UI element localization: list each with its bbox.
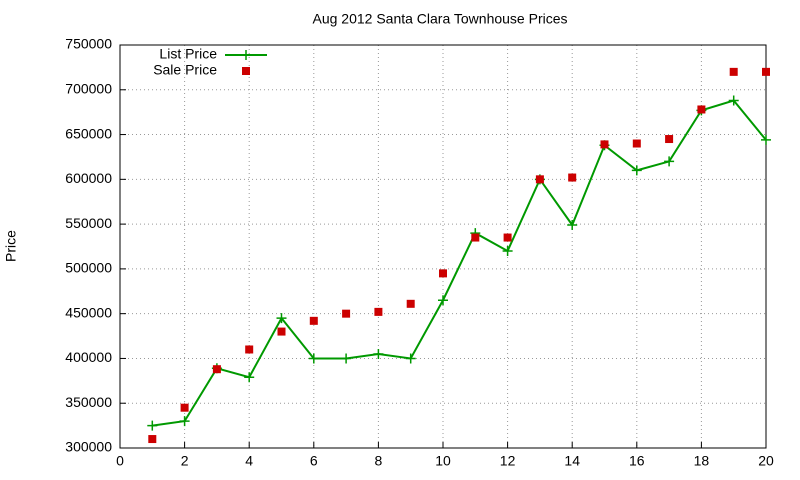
y-tick-label: 400000 [65,349,112,365]
point-marker [308,353,319,364]
point-marker [341,353,352,364]
point-marker [503,233,512,242]
point-marker [665,135,674,144]
point-marker [276,313,287,324]
point-marker [502,245,513,256]
point-marker [147,420,158,431]
point-marker [374,307,383,316]
point-marker [471,233,480,242]
point-marker [373,348,384,359]
point-marker [438,295,448,306]
point-marker [631,165,642,176]
y-tick-label: 500000 [65,260,112,276]
x-tick-label: 16 [629,453,645,469]
point-marker [535,175,544,184]
y-tick-label: 750000 [65,36,112,52]
point-marker [729,67,738,76]
point-marker [664,156,675,167]
point-marker [762,67,770,76]
x-tick-label: 8 [375,453,383,469]
point-marker [439,269,447,278]
point-marker [697,105,706,114]
point-marker [567,220,578,231]
x-tick-label: 2 [181,453,189,469]
x-tick-label: 10 [435,453,451,469]
y-tick-label: 550000 [65,215,112,231]
x-tick-label: 12 [500,453,516,469]
x-tick-label: 6 [310,453,318,469]
y-axis-label: Price [3,230,19,262]
y-tick-label: 600000 [65,170,112,186]
chart-title: Aug 2012 Santa Clara Townhouse Prices [312,11,567,27]
x-tick-label: 4 [245,453,253,469]
point-marker [244,372,255,383]
point-marker [277,327,286,336]
y-tick-label: 700000 [65,80,112,96]
point-marker [405,353,416,364]
x-tick-label: 18 [694,453,710,469]
y-tick-label: 450000 [65,304,112,320]
x-tick-label: 14 [564,453,580,469]
y-tick-label: 650000 [65,125,112,141]
point-marker [180,403,189,412]
point-marker [148,435,157,444]
point-marker [406,299,415,308]
y-tick-label: 350000 [65,394,112,410]
point-marker [632,139,641,148]
y-tick-label: 300000 [65,439,112,455]
point-marker [212,365,221,374]
point-marker [568,173,577,182]
point-marker [761,134,771,145]
x-tick-label: 0 [116,453,124,469]
plot-frame [119,44,767,449]
series-line [152,99,767,427]
point-marker [245,345,254,354]
legend-label: Sale Price [153,62,217,78]
point-marker [179,416,190,427]
x-tick-label: 20 [758,453,774,469]
legend-swatch [242,67,250,75]
point-marker [728,95,739,106]
legend-swatch [241,50,251,60]
point-marker [309,316,318,325]
point-marker [342,309,351,318]
legend-label: List Price [159,46,217,62]
point-marker [600,140,609,149]
